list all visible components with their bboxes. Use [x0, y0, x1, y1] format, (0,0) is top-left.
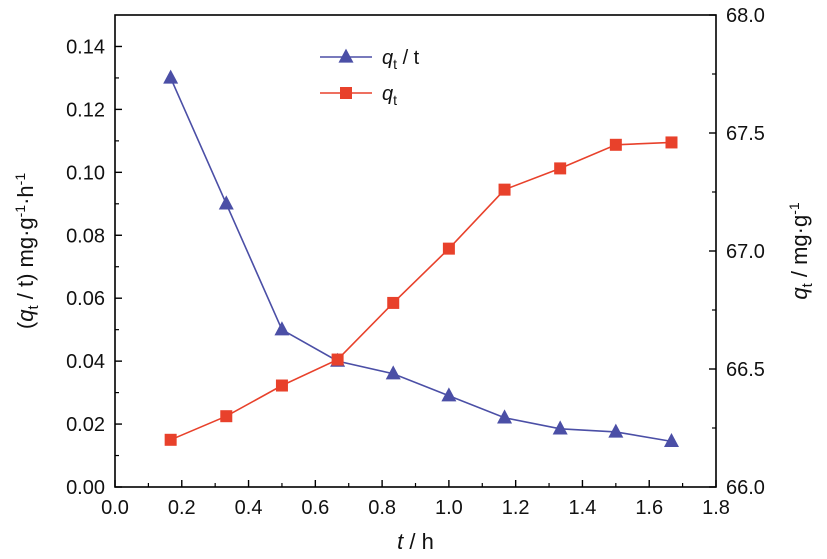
left-y-title-mid: / t) mg·g	[13, 217, 38, 305]
series-line-qt	[170, 141, 672, 441]
left-y-axis-title: (qt / t) mg·g-1·h-1	[12, 173, 42, 329]
data-point-triangle	[497, 409, 513, 424]
data-point-triangle	[218, 195, 234, 210]
legend-marker-square	[340, 87, 352, 99]
right-y-tick-label: 67.5	[726, 123, 765, 145]
data-point-square	[220, 410, 233, 423]
x-tick-label: 1.6	[635, 497, 663, 519]
right-y-title-sup: -1	[786, 202, 802, 215]
x-axis-title-var: t	[397, 529, 404, 554]
left-y-tick-label: 0.02	[66, 414, 105, 436]
data-point-triangle	[552, 420, 568, 435]
legend-2-sub: t	[393, 92, 397, 108]
data-point-square	[164, 433, 177, 446]
legend-1-var: q	[382, 47, 393, 69]
left-y-tick-label: 0.04	[66, 351, 105, 373]
x-tick-label: 1.0	[435, 497, 463, 519]
legend-label-qt: qt	[382, 83, 397, 108]
right-y-tick-label: 66.5	[726, 359, 765, 381]
plot-frame	[114, 14, 717, 488]
data-point-triangle	[608, 423, 624, 438]
x-tick-label: 0.4	[235, 497, 263, 519]
data-point-square	[665, 136, 678, 149]
right-y-title-sub: t	[799, 282, 816, 287]
right-y-title-var: q	[787, 287, 812, 300]
legend-1-rest: / t	[397, 47, 420, 69]
left-y-title-sup2: -1	[12, 173, 28, 186]
data-point-triangle	[163, 69, 179, 84]
x-tick-label: 1.2	[502, 497, 530, 519]
tick-labels-group: 0.0 0.2 0.4 0.6 0.8 1.0 1.2 1.4 1.6 1.8 0.00 0.02 0.…	[66, 5, 765, 519]
x-tick-label: 0.6	[301, 497, 329, 519]
x-tick-label: 1.4	[569, 497, 597, 519]
left-y-tick-label: 0.12	[66, 99, 105, 121]
x-tick-label: 0.8	[368, 497, 396, 519]
right-y-tick-label: 66.0	[726, 477, 765, 499]
x-axis-title: t / h	[397, 529, 434, 554]
legend-1-sub: t	[393, 56, 397, 72]
legend-label-qt-over-t: qt / t	[382, 47, 420, 72]
left-y-tick-label: 0.08	[66, 225, 105, 247]
legend: qt / t qt	[320, 47, 420, 108]
right-y-title-rest: / mg·g	[787, 215, 812, 283]
x-axis-title-rest: / h	[403, 529, 434, 554]
axis-ticks-group	[114, 14, 717, 488]
left-y-title-var: q	[13, 309, 38, 322]
data-point-triangle	[385, 365, 401, 380]
data-point-triangle	[441, 387, 457, 402]
legend-marker-triangle	[338, 48, 354, 63]
legend-2-var: q	[382, 83, 393, 105]
x-tick-label: 1.8	[702, 497, 730, 519]
series-line-qt-over-t	[169, 77, 672, 443]
data-point-square	[331, 353, 344, 366]
x-tick-label: 0.0	[101, 497, 129, 519]
left-y-title-dot: ·h	[13, 185, 38, 205]
right-y-tick-label: 67.0	[726, 241, 765, 263]
x-tick-label: 0.2	[168, 497, 196, 519]
left-y-tick-label: 0.10	[66, 162, 105, 184]
right-y-tick-label: 68.0	[726, 5, 765, 27]
series-group	[163, 69, 679, 448]
data-point-square	[275, 379, 288, 392]
data-point-square	[498, 183, 511, 196]
data-point-square	[554, 162, 567, 175]
left-y-title-open: (	[13, 321, 38, 329]
data-point-square	[442, 242, 455, 255]
left-y-tick-label: 0.14	[66, 36, 105, 58]
data-point-square	[609, 138, 622, 151]
left-y-title-sup1: -1	[12, 205, 28, 218]
left-y-title-sub: t	[25, 305, 42, 310]
data-point-triangle	[274, 321, 290, 336]
data-point-square	[387, 296, 400, 309]
right-y-axis-title: qt / mg·g-1	[786, 202, 816, 300]
left-y-tick-label: 0.06	[66, 288, 105, 310]
left-y-tick-label: 0.00	[66, 477, 105, 499]
data-point-triangle	[663, 433, 679, 448]
